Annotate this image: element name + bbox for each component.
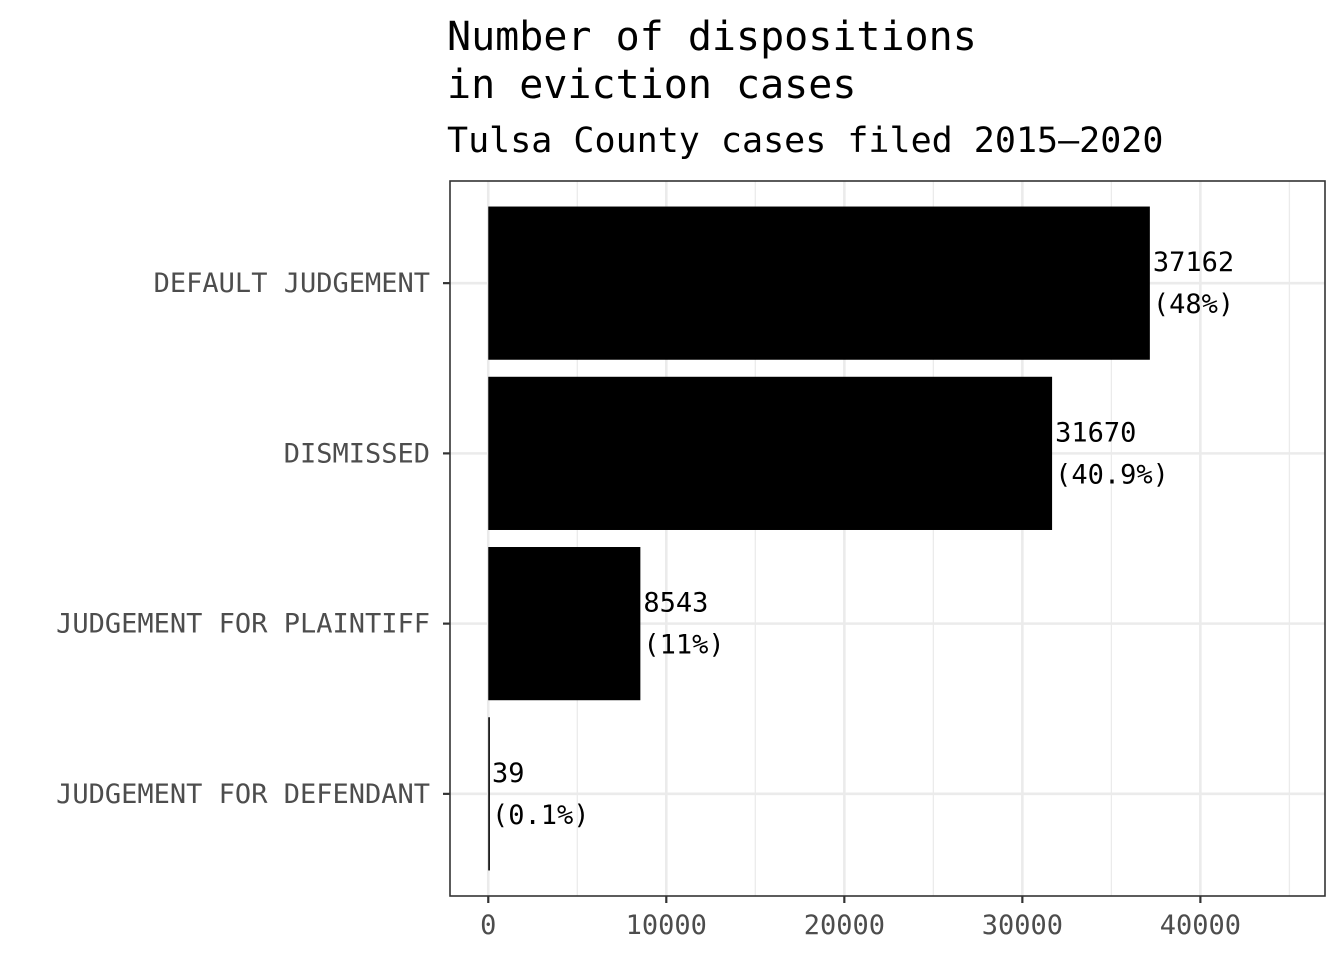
panel-border: [449, 180, 1326, 897]
data-label-percent: (48%): [1153, 289, 1234, 320]
data-label-percent: (11%): [643, 630, 724, 661]
data-label-percent: (0.1%): [492, 800, 590, 831]
bar: [488, 717, 490, 871]
data-labels: 37162 (48%) 31670 (40.9%) 8543 (11%) 39 (0.1%): [492, 247, 1234, 831]
x-tick-label: 20000: [804, 910, 885, 941]
bars: [488, 206, 1150, 871]
y-tick-label: JUDGEMENT FOR DEFENDANT: [56, 779, 430, 810]
bar: [488, 206, 1150, 360]
x-tick-label: 10000: [626, 910, 707, 941]
y-tick-label: JUDGEMENT FOR PLAINTIFF: [56, 609, 430, 640]
chart-title-line-1: Number of dispositions: [447, 14, 977, 60]
x-tick-label: 0: [480, 910, 496, 941]
axes: DEFAULT JUDGEMENT DISMISSED JUDGEMENT FOR …: [56, 268, 1241, 941]
y-tick-label: DEFAULT JUDGEMENT: [154, 268, 430, 299]
y-tick-label: DISMISSED: [284, 438, 430, 469]
bar: [488, 547, 641, 701]
data-label-value: 31670: [1055, 417, 1136, 448]
chart-subtitle: Tulsa County cases filed 2015–2020: [447, 121, 1163, 161]
data-label-value: 8543: [643, 588, 708, 619]
data-label-value: 37162: [1153, 247, 1234, 278]
bar: [488, 376, 1053, 530]
x-tick-label: 40000: [1160, 910, 1241, 941]
data-label-value: 39: [492, 758, 525, 789]
data-label-percent: (40.9%): [1055, 459, 1169, 490]
chart-title-line-2: in eviction cases: [447, 62, 856, 108]
x-tick-label: 30000: [982, 910, 1063, 941]
